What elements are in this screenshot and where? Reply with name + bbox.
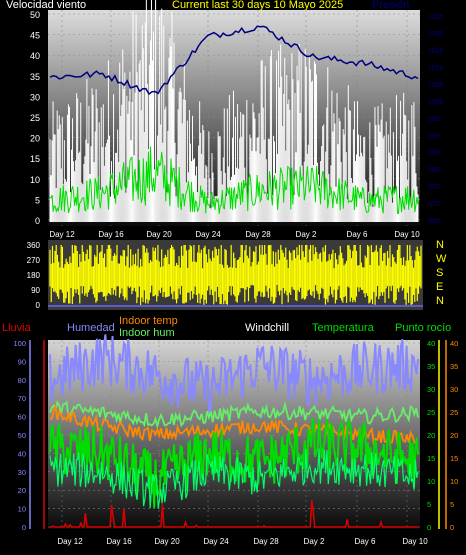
- top-yleft-tick: 15: [30, 154, 40, 164]
- humidity-line: [49, 334, 419, 416]
- indoor-temp-y-tick: 5: [450, 500, 454, 509]
- indoor-temp-y-tick: 0: [450, 523, 454, 532]
- direction-y-tick: 90: [31, 286, 40, 295]
- top-yright-tick: 1005: [428, 82, 444, 89]
- humidity-y-tick: 20: [18, 486, 26, 495]
- indoor-hum-label: Indoor hum: [119, 327, 175, 339]
- bottom-x-tick: Day 2: [304, 537, 325, 546]
- top-yleft-tick: 20: [30, 134, 40, 144]
- temperature-y-tick: 25: [427, 408, 435, 417]
- compass-label: E: [436, 281, 443, 293]
- temperature-y-tick: 10: [427, 477, 435, 486]
- humidity-y-tick: 90: [18, 357, 26, 366]
- pressure-label: Presión: [372, 0, 409, 11]
- top-yleft-tick: 30: [30, 92, 40, 102]
- compass-label: N: [436, 295, 444, 307]
- top-yright-tick: 1020: [428, 31, 444, 38]
- compass-label: W: [436, 253, 447, 265]
- top-yright-tick: 1025: [428, 14, 444, 21]
- temperature-label: Temperatura: [312, 322, 375, 334]
- top-yright-tick: 990: [428, 133, 440, 140]
- humidity-y-tick: 70: [18, 394, 26, 403]
- humidity-y-tick: 10: [18, 505, 26, 514]
- top-x-tick: Day 20: [146, 230, 172, 239]
- chart-title: Current last 30 days 10 Mayo 2025: [172, 0, 343, 11]
- bottom-x-tick: Day 12: [57, 537, 83, 546]
- compass-label: N: [436, 239, 444, 251]
- indoor-hum-line: [49, 400, 419, 430]
- indoor-temp-y-tick: 15: [450, 454, 458, 463]
- temperature-y-tick: 15: [427, 454, 435, 463]
- top-x-tick: Day 10: [394, 230, 420, 239]
- top-yright-tick: 965: [428, 218, 440, 225]
- top-yleft-tick: 0: [35, 216, 40, 226]
- bottom-x-tick: Day 10: [402, 537, 428, 546]
- indoor-temp-y-tick: 40: [450, 339, 458, 348]
- indoor-temp-line: [49, 404, 419, 446]
- rain-line: [50, 500, 418, 528]
- indoor-temp-y-tick: 35: [450, 362, 458, 371]
- top-x-tick: Day 16: [98, 230, 124, 239]
- humidity-y-tick: 50: [18, 431, 26, 440]
- temperature-y-tick: 40: [427, 339, 435, 348]
- indoor-temp-label: Indoor temp: [119, 315, 178, 327]
- direction-y-tick: 360: [27, 241, 41, 250]
- temperature-y-tick: 20: [427, 431, 435, 440]
- humidity-y-tick: 60: [18, 413, 26, 422]
- top-yleft-tick: 25: [30, 113, 40, 123]
- indoor-temp-y-tick: 30: [450, 385, 458, 394]
- top-yleft-tick: 45: [30, 31, 40, 41]
- top-yright-tick: 1010: [428, 65, 444, 72]
- bottom-x-tick: Day 24: [203, 537, 229, 546]
- top-x-tick: Day 6: [347, 230, 368, 239]
- top-x-tick: Day 24: [195, 230, 221, 239]
- top-yleft-tick: 35: [30, 72, 40, 82]
- compass-label: S: [436, 267, 443, 279]
- windchill-label: Windchill: [245, 322, 289, 334]
- top-yright-tick: 995: [428, 116, 440, 123]
- top-x-tick: Day 2: [296, 230, 317, 239]
- temperature-y-tick: 30: [427, 385, 435, 394]
- top-yleft-tick: 40: [30, 51, 40, 61]
- indoor-temp-y-tick: 20: [450, 431, 458, 440]
- humidity-y-tick: 40: [18, 449, 26, 458]
- humidity-label: Humedad: [67, 322, 115, 334]
- top-yright-tick: 985: [428, 150, 440, 157]
- temperature-y-tick: 0: [427, 523, 431, 532]
- top-yright-tick: 1015: [428, 48, 444, 55]
- bottom-x-tick: Day 20: [154, 537, 180, 546]
- bottom-x-tick: Day 28: [253, 537, 279, 546]
- top-x-tick: Day 28: [245, 230, 271, 239]
- humidity-y-tick: 100: [13, 339, 26, 348]
- temperature-y-tick: 5: [427, 500, 431, 509]
- top-yright-tick: 975: [428, 184, 440, 191]
- indoor-temp-y-tick: 10: [450, 477, 458, 486]
- top-yright-tick: 980: [428, 167, 440, 174]
- direction-y-tick: 270: [27, 256, 41, 265]
- bottom-x-tick: Day 16: [106, 537, 132, 546]
- humidity-y-tick: 0: [22, 523, 26, 532]
- top-x-tick: Day 12: [49, 230, 75, 239]
- direction-y-tick: 0: [36, 301, 41, 310]
- pressure-line: [49, 25, 419, 96]
- wind-speed-label: Velocidad viento: [6, 0, 86, 11]
- wind-avg-line: [49, 146, 419, 215]
- top-yright-tick: 1000: [428, 99, 444, 106]
- bottom-x-tick: Day 6: [355, 537, 376, 546]
- direction-y-tick: 180: [27, 271, 41, 280]
- temperature-y-tick: 35: [427, 362, 435, 371]
- humidity-y-tick: 80: [18, 376, 26, 385]
- top-yleft-tick: 50: [30, 10, 40, 20]
- indoor-temp-y-tick: 25: [450, 408, 458, 417]
- humidity-y-tick: 30: [18, 468, 26, 477]
- dewpoint-line: [49, 448, 419, 509]
- top-yleft-tick: 10: [30, 175, 40, 185]
- top-yright-tick: 970: [428, 201, 440, 208]
- rain-label: Lluvia: [2, 322, 32, 334]
- top-yleft-tick: 5: [35, 195, 40, 205]
- dewpoint-label: Punto rocío: [395, 322, 451, 334]
